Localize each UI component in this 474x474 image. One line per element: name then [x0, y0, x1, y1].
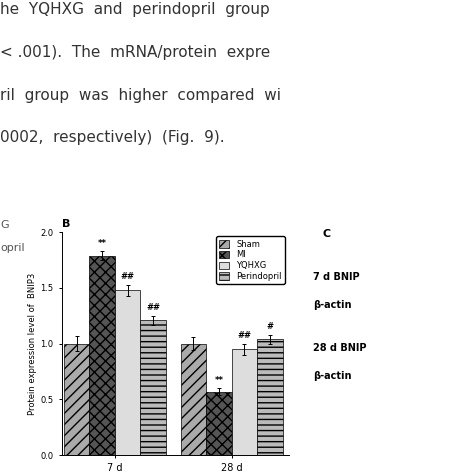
Text: β-actin: β-actin [313, 371, 351, 381]
Text: **: ** [214, 376, 223, 385]
Text: ##: ## [120, 272, 135, 281]
Text: 7 d BNIP: 7 d BNIP [313, 272, 359, 282]
Bar [181, 344, 206, 455]
Text: 0002,  respectively)  (Fig.  9).: 0002, respectively) (Fig. 9). [0, 130, 225, 145]
Text: #: # [266, 322, 273, 331]
Text: opril: opril [0, 243, 25, 253]
Text: C: C [322, 229, 330, 239]
Bar [64, 344, 89, 455]
Legend: Sham, MI, YQHXG, Perindopril: Sham, MI, YQHXG, Perindopril [216, 237, 285, 284]
Bar [257, 339, 283, 455]
Bar [89, 255, 115, 455]
Text: G: G [0, 219, 9, 229]
Bar [140, 320, 166, 455]
Bar [115, 290, 140, 455]
Text: he  YQHXG  and  perindopril  group: he YQHXG and perindopril group [0, 2, 270, 17]
Text: 28 d BNIP: 28 d BNIP [313, 343, 366, 353]
Text: β-actin: β-actin [313, 300, 351, 310]
Text: **: ** [98, 239, 107, 248]
Text: B: B [62, 219, 70, 228]
Y-axis label: Protein expression level of  BNIP3: Protein expression level of BNIP3 [28, 273, 37, 415]
Text: ##: ## [237, 331, 252, 340]
Bar [232, 349, 257, 455]
Text: ril  group  was  higher  compared  wi: ril group was higher compared wi [0, 88, 281, 102]
Text: ##: ## [146, 303, 160, 312]
Text: < .001).  The  mRNA/protein  expre: < .001). The mRNA/protein expre [0, 45, 270, 60]
Bar [206, 392, 232, 455]
